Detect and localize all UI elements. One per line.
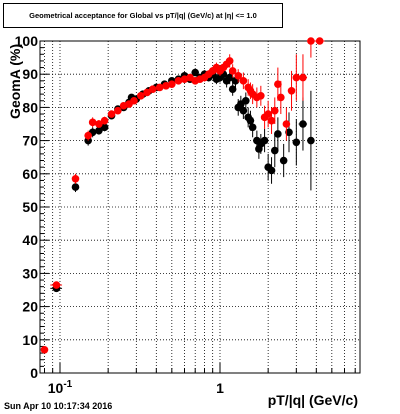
title-box: Geometrical acceptance for Global vs pT/… bbox=[3, 3, 283, 28]
y-tick-label: 40 bbox=[22, 232, 38, 248]
data-point bbox=[292, 73, 301, 82]
data-point bbox=[148, 85, 157, 93]
data-point bbox=[315, 37, 324, 45]
data-point bbox=[260, 136, 269, 145]
data-point bbox=[242, 96, 250, 105]
y-tick-label: 0 bbox=[30, 365, 38, 381]
data-point bbox=[228, 67, 237, 75]
data-point bbox=[174, 77, 183, 85]
data-point bbox=[88, 118, 97, 127]
grid-lines bbox=[40, 40, 360, 374]
y-tick-label: 50 bbox=[22, 199, 38, 215]
data-point bbox=[248, 123, 257, 132]
data-point bbox=[257, 91, 265, 100]
data-point bbox=[225, 57, 234, 65]
y-tick-label: 90 bbox=[22, 66, 38, 82]
data-point bbox=[267, 116, 276, 125]
data-series bbox=[40, 37, 325, 354]
data-point bbox=[239, 77, 248, 85]
data-point bbox=[270, 146, 279, 155]
data-point bbox=[287, 87, 296, 95]
data-point bbox=[168, 80, 176, 88]
data-point bbox=[191, 68, 200, 77]
series-1 bbox=[40, 37, 325, 354]
data-point bbox=[234, 72, 243, 80]
data-point bbox=[137, 91, 145, 100]
data-point bbox=[95, 126, 103, 135]
y-tick-label: 20 bbox=[22, 299, 38, 315]
data-point bbox=[100, 123, 109, 132]
data-point bbox=[162, 82, 170, 90]
chart-title: Geometrical acceptance for Global vs pT/… bbox=[29, 11, 257, 20]
data-point bbox=[239, 106, 248, 115]
data-point bbox=[84, 131, 92, 140]
data-point bbox=[100, 116, 109, 125]
data-point bbox=[292, 138, 301, 147]
y-tick-label: 100 bbox=[15, 33, 39, 49]
data-point bbox=[143, 88, 151, 97]
data-point bbox=[71, 183, 80, 191]
data-point bbox=[40, 345, 49, 354]
data-point bbox=[279, 156, 288, 165]
data-point bbox=[155, 83, 164, 92]
data-point bbox=[95, 120, 103, 128]
x-tick-exponent: -1 bbox=[63, 379, 72, 390]
x-tick-label: 10-1 bbox=[48, 379, 73, 396]
x-axis-title: pT/|q| (GeV/c) bbox=[268, 392, 358, 408]
data-point bbox=[285, 128, 293, 137]
timestamp-footer: Sun Apr 10 10:17:34 2016 bbox=[4, 401, 113, 411]
data-point bbox=[107, 110, 116, 118]
x-tick-label: 1 bbox=[216, 380, 224, 396]
data-point bbox=[299, 73, 307, 82]
y-tick-label: 80 bbox=[22, 99, 38, 115]
data-point bbox=[267, 166, 276, 175]
data-point bbox=[225, 73, 234, 82]
data-point bbox=[114, 106, 122, 115]
data-point bbox=[299, 120, 307, 128]
y-tick-label: 70 bbox=[22, 133, 38, 149]
data-point bbox=[264, 110, 272, 118]
data-point bbox=[277, 93, 285, 102]
data-point bbox=[274, 80, 282, 88]
data-point bbox=[228, 85, 237, 93]
data-point bbox=[130, 96, 138, 105]
data-point bbox=[307, 37, 315, 45]
data-point bbox=[274, 130, 282, 138]
data-point bbox=[270, 106, 279, 115]
data-point bbox=[282, 120, 291, 128]
y-tick-label: 60 bbox=[22, 166, 38, 182]
data-point bbox=[52, 281, 61, 289]
y-tick-label: 30 bbox=[22, 265, 38, 281]
axis-ticks: 0 10 20 30 40 50 60 70 80 90 100 10-1 1 bbox=[15, 33, 356, 396]
data-point bbox=[71, 174, 80, 183]
y-axis-title: GeomA (%) bbox=[7, 44, 23, 119]
y-tick-label: 10 bbox=[22, 332, 38, 348]
data-point bbox=[307, 136, 315, 145]
